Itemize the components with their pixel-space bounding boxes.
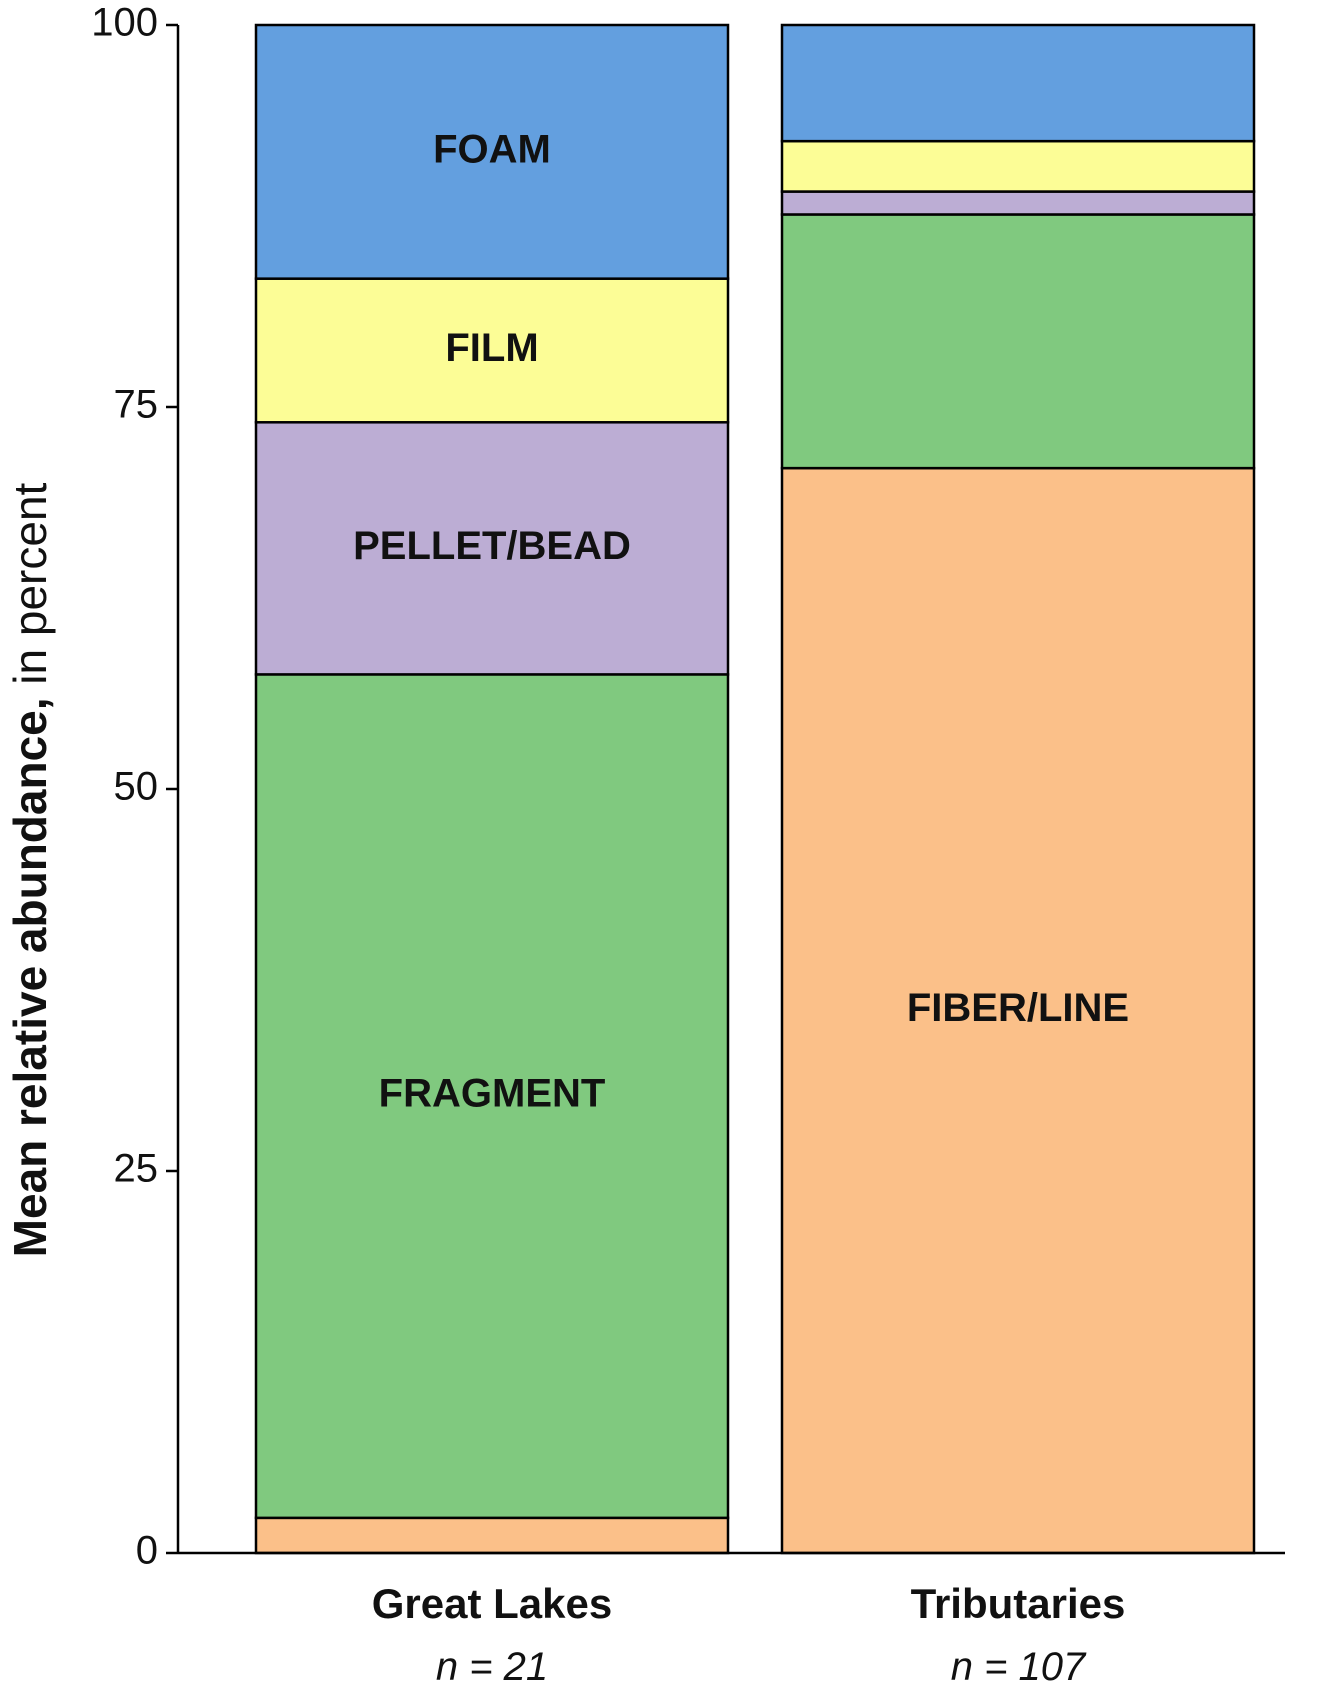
bar-segment-pellet-bead-great-lakes <box>254 421 730 676</box>
bar-segment-fragment-great-lakes <box>254 673 730 1520</box>
bar-segment-film-tributaries <box>780 139 1256 193</box>
axes-group: 0 25 50 75 100 <box>91 1 1285 1573</box>
bar-segment-fiber-line-great-lakes <box>254 1516 730 1555</box>
sample-size-label-great-lakes: n = 21 <box>436 1645 548 1689</box>
bars-group <box>254 23 1256 1555</box>
y-tick-label-75: 75 <box>114 383 159 427</box>
y-tick-label-0: 0 <box>136 1529 158 1573</box>
bar-segment-pellet-bead-tributaries <box>780 190 1256 216</box>
category-label-tributaries: Tributaries <box>911 1580 1126 1627</box>
category-label-great-lakes: Great Lakes <box>372 1580 612 1627</box>
bar-segment-fiber-line-tributaries <box>780 466 1256 1555</box>
labels-group: FOAM FILM PELLET/BEAD FRAGMENT FIBER/LINE Gre… <box>353 127 1129 1689</box>
y-tick-label-100: 100 <box>91 1 158 45</box>
bar-segment-foam-tributaries <box>780 23 1256 143</box>
segment-label-foam: FOAM <box>433 127 551 171</box>
segment-label-fragment: FRAGMENT <box>379 1072 606 1116</box>
bar-segment-fragment-tributaries <box>780 213 1256 470</box>
segment-label-fiber-line: FIBER/LINE <box>907 986 1129 1030</box>
segment-label-film: FILM <box>445 326 538 370</box>
y-tick-label-50: 50 <box>114 765 159 809</box>
y-axis-title: Mean relative abundance, in percent <box>4 482 56 1257</box>
sample-size-label-tributaries: n = 107 <box>951 1645 1087 1689</box>
y-tick-label-25: 25 <box>114 1147 159 1191</box>
segment-label-pellet-bead: PELLET/BEAD <box>353 524 631 568</box>
bar-segment-foam-great-lakes <box>254 23 730 280</box>
